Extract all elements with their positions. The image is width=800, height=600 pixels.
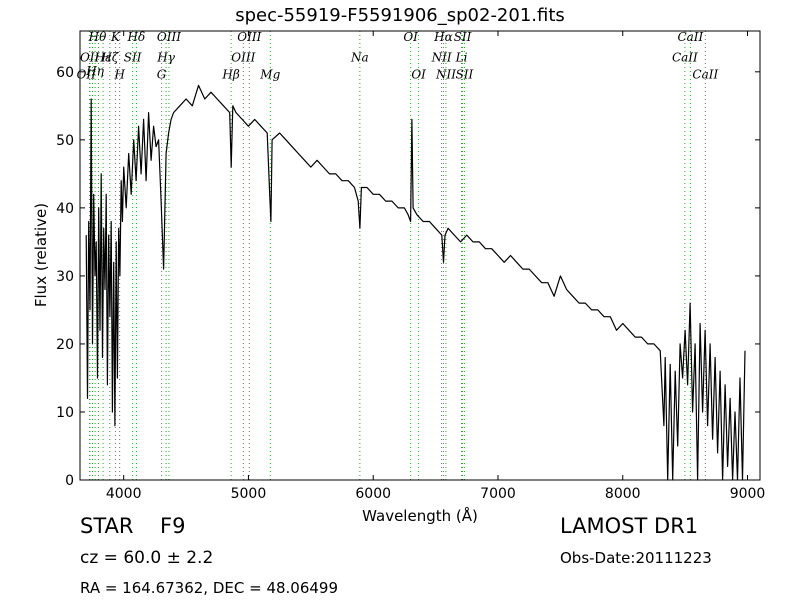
coordinates: RA = 164.67362, DEC = 48.06499 [80, 579, 339, 597]
line-label-5: OI [403, 30, 418, 44]
y-tick-label-3: 30 [56, 269, 74, 285]
y-axis-ticks: 0 10 20 30 40 50 60 [56, 65, 760, 489]
x-tick-label-5: 9000 [730, 486, 766, 502]
line-label-7: SII [454, 30, 472, 44]
spectrum-series [85, 84, 746, 481]
line-label-12: Hγ [156, 51, 175, 65]
line-label-2: Hδ [127, 30, 146, 44]
x-axis-label: Wavelength (Å) [362, 506, 478, 525]
line-label-20: Hζ [100, 51, 119, 65]
x-tick-label-2: 6000 [355, 486, 391, 502]
line-label-11: SII [124, 51, 142, 65]
y-tick-label-0: 0 [65, 473, 74, 489]
y-tick-label-6: 60 [56, 65, 74, 81]
line-label-28: CaII [692, 68, 718, 82]
redshift-value: cz = 60.0 ± 2.2 [80, 548, 214, 568]
object-subclass: F9 [160, 514, 186, 538]
line-label-8: CaII [677, 30, 703, 44]
line-label-19: Hη [85, 64, 104, 78]
line-label-6: Hα [433, 30, 453, 44]
x-tick-label-1: 5000 [231, 486, 267, 502]
y-tick-label-5: 50 [56, 133, 74, 149]
data-release: LAMOST DR1 [560, 514, 699, 538]
line-label-16: Li [455, 51, 468, 65]
line-label-17: CaII [672, 51, 698, 65]
spectral-line-markers [89, 31, 706, 480]
x-tick-label-3: 7000 [480, 486, 516, 502]
y-axis-label: Flux (relative) [32, 203, 50, 307]
observation-date: Obs-Date:20111223 [560, 549, 712, 567]
line-label-24: Mg [259, 68, 280, 82]
line-label-15: NII [431, 51, 452, 65]
line-label-23: Hβ [221, 68, 239, 82]
line-label-10: Hε [94, 51, 112, 65]
x-tick-label-4: 8000 [605, 486, 641, 502]
plot-frame [79, 30, 761, 481]
y-tick-label-4: 40 [56, 201, 74, 217]
x-axis-ticks: 4000 5000 6000 7000 8000 9000 [106, 31, 765, 502]
line-label-27: SII [456, 68, 474, 82]
line-label-25: OI [411, 68, 426, 82]
y-tick-label-2: 20 [56, 337, 74, 353]
line-label-22: G [157, 68, 167, 82]
line-label-1: K [110, 30, 121, 44]
spectrum-line [85, 84, 746, 481]
line-label-3: OIII [157, 30, 181, 44]
line-label-18: OII [77, 68, 97, 82]
line-label-9: OII [80, 51, 100, 65]
line-label-0: Hθ [88, 30, 107, 44]
line-label-4: OIII [237, 30, 261, 44]
y-tick-label-1: 10 [56, 405, 74, 421]
chart-title: spec-55919-F5591906_sp02-201.fits [235, 5, 565, 26]
object-class: STAR [80, 514, 134, 538]
line-label-14: Na [350, 51, 369, 65]
line-label-13: OIII [231, 51, 255, 65]
x-tick-label-0: 4000 [106, 486, 142, 502]
line-label-21: H [113, 68, 125, 82]
line-label-26: NII [435, 68, 456, 82]
